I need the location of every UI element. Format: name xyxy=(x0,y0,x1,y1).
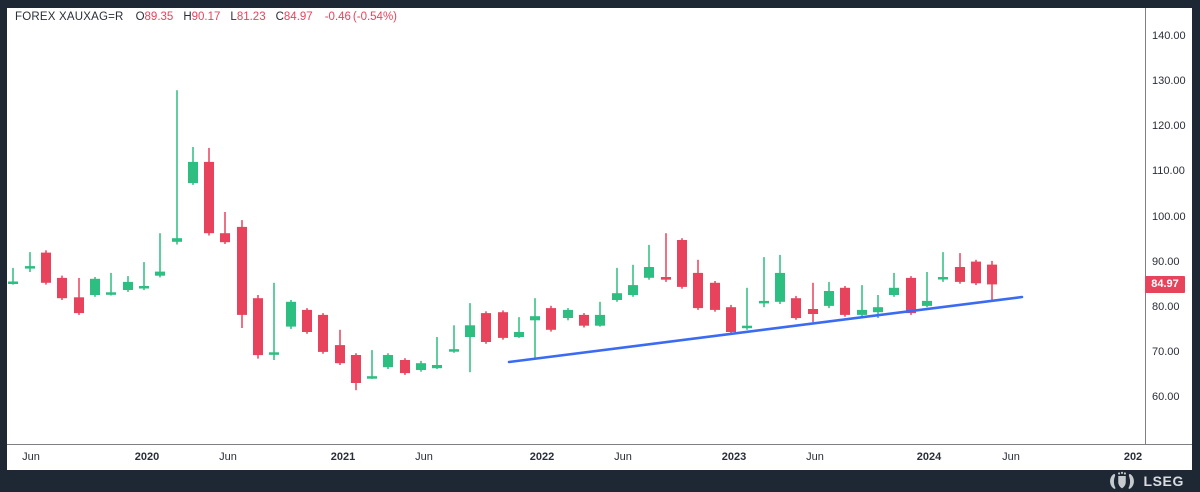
quote-change: -0.46 xyxy=(324,11,351,23)
quote-low: L81.23 xyxy=(230,11,266,23)
time-axis-label: 2020 xyxy=(134,451,160,463)
quote-change-pct: (-0.54%) xyxy=(352,11,398,23)
time-axis-label: Jun xyxy=(806,451,824,463)
status-bar: LSEG xyxy=(0,470,1200,492)
lseg-crest-icon xyxy=(1110,471,1135,489)
chart-panel xyxy=(7,8,1192,470)
time-axis[interactable]: Jun 2020 Jun 2021 Jun 2022 Jun 2023 Jun 2024 Jun 20… xyxy=(7,444,1192,470)
time-axis-label: Jun xyxy=(1002,451,1020,463)
time-axis-label: Jun xyxy=(219,451,237,463)
quote-open: O89.35 xyxy=(135,11,174,23)
lseg-logo: LSEG xyxy=(1107,470,1184,492)
quote-high: H90.17 xyxy=(183,11,221,23)
time-axis-label: Jun xyxy=(614,451,632,463)
price-axis-label: 130.00 xyxy=(1152,75,1186,87)
price-axis-label: 110.00 xyxy=(1152,165,1185,177)
price-axis-label: 80.00 xyxy=(1152,301,1180,313)
price-axis[interactable]: 140.00 130.00 120.00 110.00 100.00 90.00 80.00… xyxy=(1145,8,1192,469)
price-axis-label: 120.00 xyxy=(1152,120,1186,132)
time-axis-label: Jun xyxy=(22,451,40,463)
time-axis-label: Jun xyxy=(415,451,433,463)
price-axis-label: 60.00 xyxy=(1152,391,1180,403)
time-axis-label: 2023 xyxy=(721,451,747,463)
time-axis-label: 2021 xyxy=(330,451,356,463)
time-axis-label: 2024 xyxy=(916,451,942,463)
quote-bar: FOREX XAUXAG=R O89.35 H90.17 L81.23 C84.… xyxy=(15,11,397,23)
price-axis-label: 70.00 xyxy=(1152,346,1180,358)
price-axis-label: 100.00 xyxy=(1152,211,1186,223)
price-axis-label: 140.00 xyxy=(1152,30,1186,42)
time-axis-label: 2022 xyxy=(529,451,555,463)
price-axis-label: 90.00 xyxy=(1152,256,1180,268)
quote-close: C84.97 xyxy=(275,11,313,23)
lseg-logo-text: LSEG xyxy=(1143,473,1184,489)
time-axis-label: 202 xyxy=(1123,451,1143,463)
instrument-symbol: FOREX XAUXAG=R xyxy=(15,11,124,23)
last-price-badge: 84.97 xyxy=(1145,276,1185,293)
chart-plot-area[interactable] xyxy=(7,8,1145,444)
